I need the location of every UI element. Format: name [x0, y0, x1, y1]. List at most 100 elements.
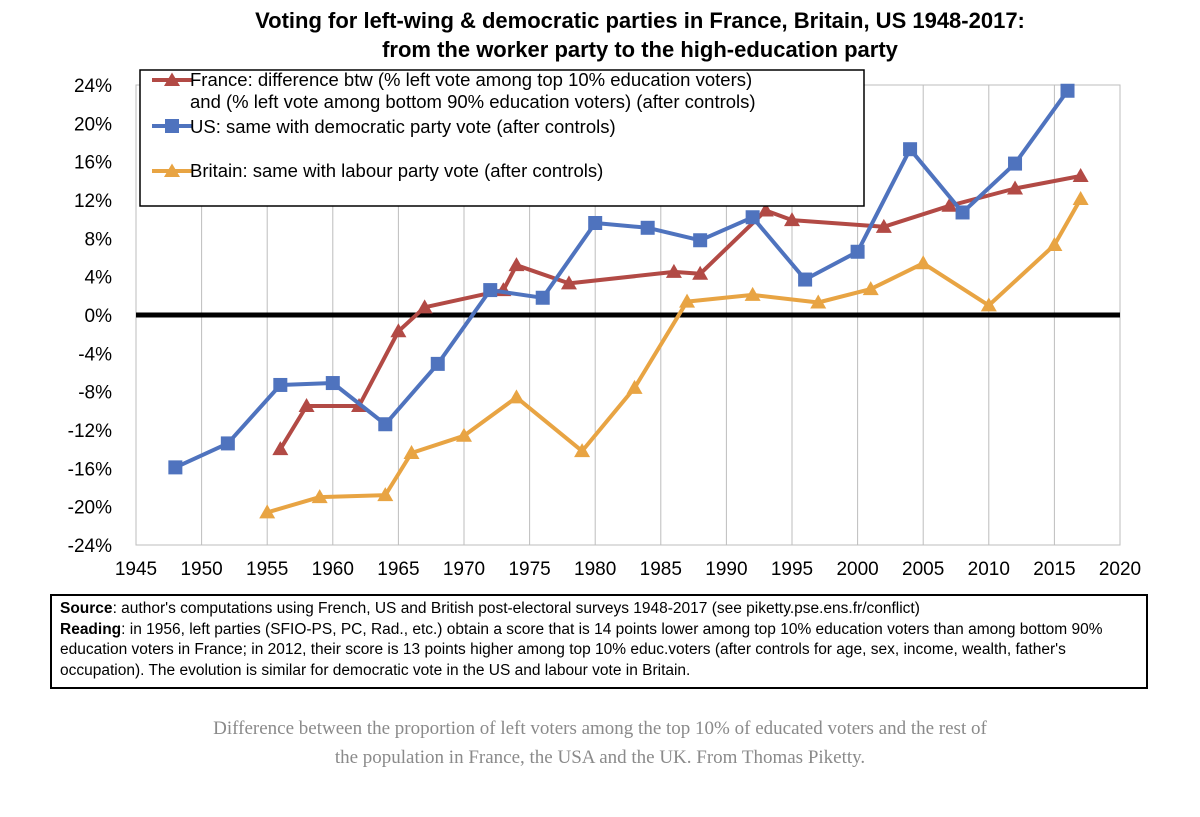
y-tick-label: -8%: [78, 383, 112, 404]
data-point-france: [692, 265, 709, 280]
source-note: Source: author's computations using Fren…: [50, 594, 1148, 689]
data-point-france: [390, 323, 407, 338]
data-point-britain: [915, 255, 932, 270]
chart-title-line-1: Voting for left-wing & democratic partie…: [255, 8, 1025, 33]
y-tick-label: -16%: [68, 459, 112, 480]
data-point-france: [784, 212, 800, 227]
y-tick-label: -24%: [68, 536, 112, 557]
series-group: [168, 83, 1089, 519]
data-point-britain: [626, 379, 643, 394]
data-point-britain: [259, 504, 276, 519]
legend-label-france-continued: and (% left vote among bottom 90% educat…: [190, 91, 756, 112]
y-tick-label: 20%: [74, 114, 112, 135]
legend-marker-britain: [164, 163, 180, 177]
data-point-britain: [508, 389, 525, 404]
x-tick-label: 2005: [902, 559, 944, 580]
data-point-us: [220, 436, 235, 451]
figure-caption: Difference between the proportion of lef…: [213, 718, 987, 768]
data-point-france: [1007, 180, 1024, 195]
legend-box: [139, 69, 865, 207]
x-tick-label: 1960: [312, 559, 354, 580]
x-tick-label: 2010: [968, 559, 1010, 580]
data-point-france: [1072, 168, 1089, 183]
chart-title: Voting for left-wing & democratic partie…: [0, 6, 1200, 64]
data-point-us: [168, 460, 183, 475]
data-point-britain: [679, 293, 696, 308]
data-point-us: [1008, 156, 1023, 171]
data-point-france: [508, 257, 525, 272]
data-point-us: [378, 417, 393, 432]
legend-entry-britain: Britain: same with labour party vote (af…: [152, 160, 603, 181]
data-point-us: [430, 356, 445, 371]
data-point-us: [850, 244, 865, 259]
chart-area: 1945 1950 1955 1960 1965 1970 1975 1980 1985 1990…: [68, 69, 1142, 580]
y-tick-label: -4%: [78, 344, 112, 365]
data-point-britain: [1046, 237, 1063, 252]
data-point-us: [1060, 83, 1075, 98]
data-point-us: [745, 210, 760, 225]
data-point-britain: [311, 489, 328, 504]
x-tick-label: 1970: [443, 559, 485, 580]
reading-label: Reading: [60, 620, 122, 638]
x-tick-label: 2020: [1099, 559, 1141, 580]
axes: 1945 1950 1955 1960 1965 1970 1975 1980 1985 1990…: [68, 76, 1142, 580]
data-point-us: [903, 142, 918, 157]
data-point-britain: [862, 281, 879, 296]
y-tick-label: 24%: [74, 76, 112, 97]
chart-title-line-2: from the worker party to the high-educat…: [382, 37, 898, 62]
data-point-us: [955, 205, 970, 220]
legend-entry-france: France: difference btw (% left vote amon…: [152, 69, 756, 112]
x-tick-label: 2015: [1033, 559, 1075, 580]
data-point-us: [273, 377, 288, 392]
x-tick-label: 1980: [574, 559, 616, 580]
x-tick-label: 1945: [115, 559, 157, 580]
source-text: : author's computations using French, US…: [112, 600, 920, 617]
series-line-france: [278, 174, 1081, 451]
data-point-britain: [403, 445, 420, 459]
data-point-us: [693, 233, 708, 248]
x-tick-label: 1985: [640, 559, 682, 580]
data-point-britain: [980, 297, 997, 312]
x-tick-label: 2000: [836, 559, 878, 580]
data-point-us: [325, 376, 340, 391]
data-point-france: [272, 441, 289, 456]
x-tick-label: 1995: [771, 559, 813, 580]
x-tick-label: 1950: [180, 559, 222, 580]
data-point-us: [640, 220, 655, 235]
data-point-france: [941, 197, 958, 212]
series-line-britain: [266, 198, 1083, 515]
data-point-britain: [377, 487, 394, 502]
data-point-france: [416, 299, 433, 314]
y-tick-label: -12%: [68, 421, 112, 442]
data-point-france: [560, 275, 577, 290]
legend-marker-france: [164, 72, 180, 86]
y-tick-label: 4%: [85, 268, 113, 289]
y-tick-label: 12%: [74, 191, 112, 212]
y-tick-label: 8%: [85, 229, 113, 250]
legend-entry-us: US: same with democratic party vote (aft…: [152, 116, 616, 137]
legend-marker-us: [165, 119, 179, 133]
data-point-us: [535, 290, 550, 305]
source-label: Source: [60, 600, 113, 617]
data-point-britain: [456, 427, 472, 442]
x-tick-label: 1990: [705, 559, 747, 580]
data-point-britain: [810, 294, 827, 309]
legend: France: difference btw (% left vote amon…: [139, 69, 865, 207]
x-tick-label: 1965: [377, 559, 419, 580]
data-point-us: [588, 216, 603, 230]
data-point-france: [875, 218, 892, 233]
legend-label-us: US: same with democratic party vote (aft…: [190, 116, 616, 137]
data-point-france: [757, 202, 774, 217]
data-point-france: [665, 263, 682, 278]
data-point-us: [483, 283, 498, 298]
data-point-france: [298, 398, 315, 413]
data-point-us: [798, 272, 813, 287]
data-point-britain: [1072, 191, 1089, 206]
y-tick-label: 0%: [85, 306, 113, 327]
y-tick-label: -20%: [68, 498, 112, 519]
legend-label-france: France: difference btw (% left vote amon…: [190, 69, 752, 90]
y-tick-label: 16%: [74, 153, 112, 174]
reading-text: : in 1956, left parties (SFIO-PS, PC, Ra…: [60, 620, 1103, 679]
x-tick-label: 1975: [508, 559, 550, 580]
x-tick-label: 1955: [246, 559, 288, 580]
